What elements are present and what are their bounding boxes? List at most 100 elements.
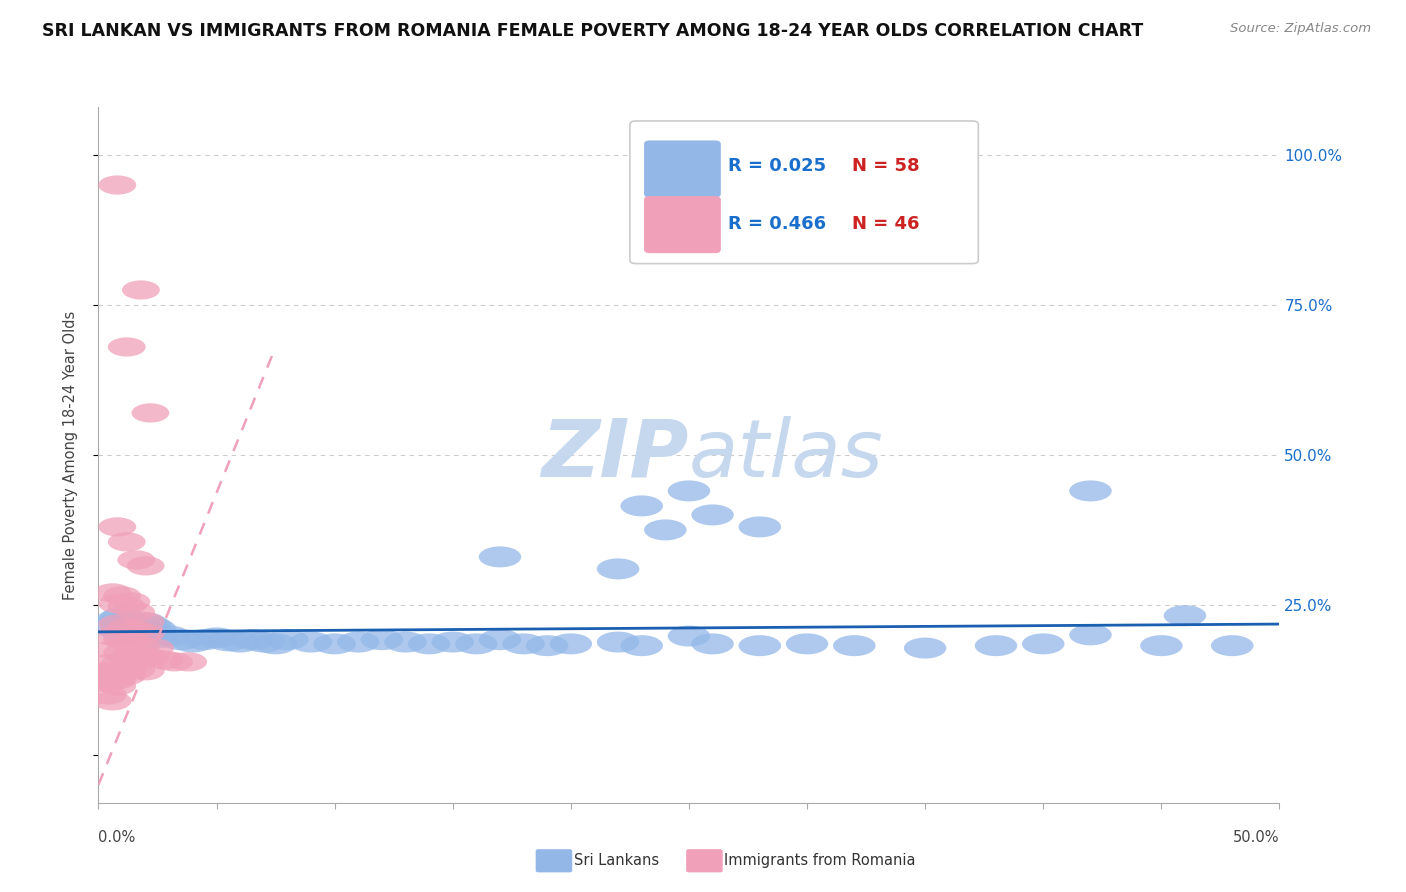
Ellipse shape [89,663,127,681]
Ellipse shape [786,633,828,655]
Ellipse shape [101,622,143,642]
Ellipse shape [89,668,127,688]
Ellipse shape [124,613,167,633]
Ellipse shape [112,624,155,645]
Ellipse shape [478,547,522,567]
Ellipse shape [103,630,141,649]
Ellipse shape [160,629,202,650]
Ellipse shape [122,636,160,656]
Ellipse shape [94,626,132,646]
Ellipse shape [172,632,214,653]
Ellipse shape [1022,633,1064,655]
Ellipse shape [98,176,136,194]
Ellipse shape [668,481,710,501]
Ellipse shape [98,665,136,683]
Ellipse shape [904,638,946,658]
Text: Immigrants from Romania: Immigrants from Romania [724,854,915,868]
Ellipse shape [183,629,226,650]
Ellipse shape [108,666,146,685]
Ellipse shape [432,632,474,653]
Ellipse shape [89,615,132,636]
Ellipse shape [219,632,262,653]
Ellipse shape [132,648,169,667]
Ellipse shape [132,403,169,423]
Ellipse shape [1164,605,1206,626]
Ellipse shape [620,495,664,516]
Ellipse shape [105,611,148,632]
Ellipse shape [103,586,141,606]
FancyBboxPatch shape [644,140,721,197]
Ellipse shape [108,533,146,551]
Text: SRI LANKAN VS IMMIGRANTS FROM ROMANIA FEMALE POVERTY AMONG 18-24 YEAR OLDS CORRE: SRI LANKAN VS IMMIGRANTS FROM ROMANIA FE… [42,22,1143,40]
Text: N = 58: N = 58 [852,157,920,175]
Ellipse shape [596,558,640,580]
Ellipse shape [231,629,273,650]
Ellipse shape [98,615,136,633]
Ellipse shape [94,640,132,659]
Ellipse shape [96,609,139,631]
Ellipse shape [112,644,150,664]
Ellipse shape [127,612,165,632]
Ellipse shape [337,632,380,653]
Ellipse shape [596,632,640,653]
Ellipse shape [98,594,136,614]
Ellipse shape [127,624,165,643]
Ellipse shape [127,557,165,575]
Text: ZIP: ZIP [541,416,689,494]
Ellipse shape [550,633,592,655]
Text: 0.0%: 0.0% [98,830,135,845]
Ellipse shape [94,583,132,602]
Ellipse shape [738,635,782,657]
Ellipse shape [98,517,136,536]
Ellipse shape [108,618,146,637]
Text: 50.0%: 50.0% [1233,830,1279,845]
Ellipse shape [738,516,782,537]
Ellipse shape [620,635,664,657]
Ellipse shape [89,685,127,705]
Ellipse shape [526,635,568,657]
Ellipse shape [112,632,150,652]
Ellipse shape [290,632,332,653]
Y-axis label: Female Poverty Among 18-24 Year Olds: Female Poverty Among 18-24 Year Olds [63,310,77,599]
Ellipse shape [146,650,183,670]
Ellipse shape [115,617,157,638]
Ellipse shape [502,633,546,655]
Ellipse shape [117,621,155,640]
Ellipse shape [112,592,150,612]
Text: N = 46: N = 46 [852,215,920,233]
Ellipse shape [1140,635,1182,657]
Ellipse shape [108,597,146,615]
FancyBboxPatch shape [644,196,721,253]
Ellipse shape [456,633,498,655]
Text: Source: ZipAtlas.com: Source: ZipAtlas.com [1230,22,1371,36]
Ellipse shape [314,633,356,655]
FancyBboxPatch shape [630,121,979,263]
Ellipse shape [408,633,450,655]
Ellipse shape [266,629,309,650]
Ellipse shape [668,625,710,647]
Ellipse shape [832,635,876,657]
Text: Sri Lankans: Sri Lankans [574,854,659,868]
Ellipse shape [1211,635,1254,657]
Ellipse shape [94,691,132,710]
Ellipse shape [98,657,136,675]
Ellipse shape [644,519,686,541]
Text: atlas: atlas [689,416,884,494]
Ellipse shape [108,337,146,357]
Ellipse shape [478,629,522,650]
Ellipse shape [155,652,193,672]
Ellipse shape [207,631,250,651]
Ellipse shape [136,639,174,657]
Ellipse shape [134,618,176,640]
Ellipse shape [98,676,136,696]
Ellipse shape [101,607,143,627]
Ellipse shape [122,646,160,665]
Text: R = 0.466: R = 0.466 [728,215,827,233]
Ellipse shape [117,550,155,569]
Ellipse shape [110,614,153,634]
Ellipse shape [360,629,404,650]
Ellipse shape [692,504,734,525]
Ellipse shape [120,620,162,640]
Ellipse shape [195,627,238,648]
Ellipse shape [117,602,155,622]
